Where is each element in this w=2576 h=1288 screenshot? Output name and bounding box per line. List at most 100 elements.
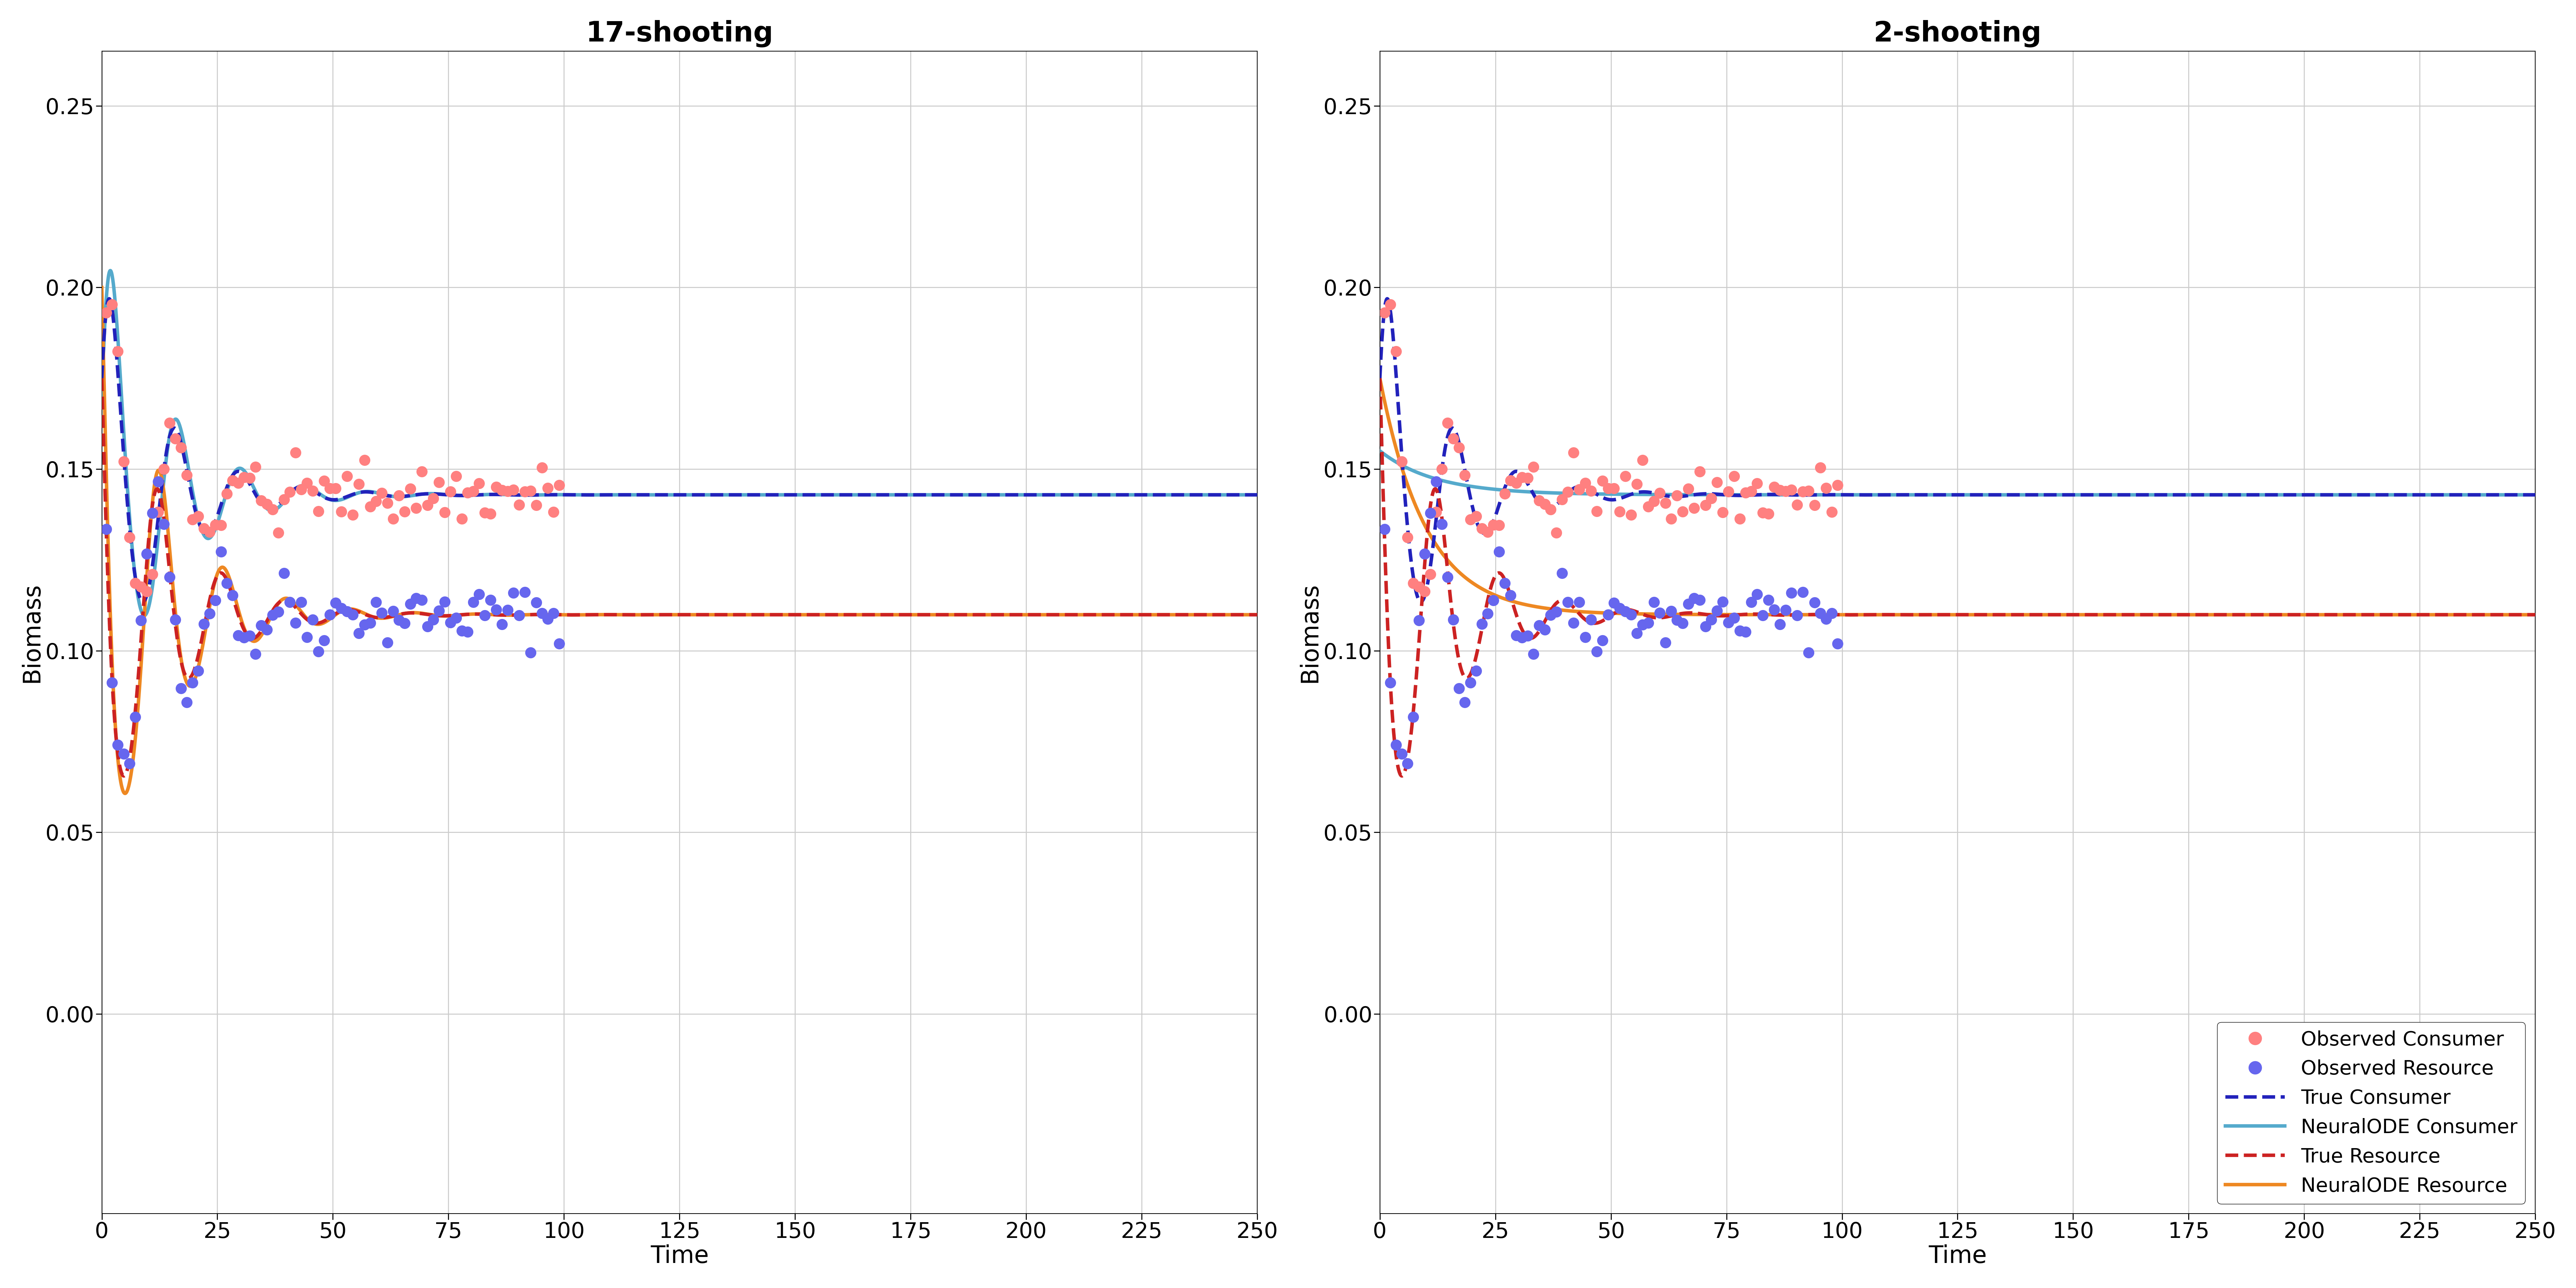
Point [85,519,126,540]
Point [1680,590,1721,611]
Point [384,501,425,522]
Point [1445,692,1486,712]
Point [1381,743,1422,764]
Point [1553,613,1595,634]
Point [1394,707,1435,728]
Point [216,625,258,645]
Point [144,514,185,535]
Point [407,495,448,515]
Point [234,456,276,477]
Point [1646,492,1687,513]
Point [1437,437,1479,457]
Point [1512,644,1553,665]
Point [448,483,489,504]
Point [1698,471,1739,492]
Point [224,468,265,488]
Point [1592,592,1633,613]
Point [270,592,312,613]
Point [1754,477,1795,497]
Point [1376,734,1417,755]
Point [1473,590,1515,611]
Point [1409,502,1450,523]
Point [1564,627,1605,648]
Point [487,480,528,501]
Point [1713,466,1754,487]
Point [533,603,574,623]
Point [1623,614,1664,635]
Point [1680,461,1721,482]
Point [1399,611,1440,631]
Point [384,613,425,634]
Point [389,478,430,498]
Point [131,564,173,585]
Point [469,590,510,611]
Point [1731,480,1772,501]
Point [1770,479,1811,500]
Point [165,692,206,712]
Point [1605,466,1646,487]
Point [1736,583,1777,604]
Point [85,303,126,323]
Point [533,502,574,523]
Point [1409,564,1450,585]
Point [1610,505,1651,526]
Point [417,600,459,621]
Point [270,482,312,502]
Point [337,623,379,644]
Point [1363,519,1404,540]
Point [247,493,289,514]
Point [435,466,477,487]
Point [1577,501,1618,522]
Point [1473,514,1515,535]
Point [1376,341,1417,362]
Point [1703,591,1744,612]
Point [1422,459,1463,479]
Point [1731,592,1772,613]
Point [1461,614,1502,635]
Point [314,478,355,498]
Point [482,480,523,501]
Point [350,496,392,516]
Point [276,442,317,462]
Point [538,475,580,496]
Point [1777,605,1819,626]
Point [1765,480,1806,501]
Point [1468,603,1510,623]
Point [263,563,304,583]
Point [510,643,551,663]
Point [394,587,435,608]
Point [98,341,139,362]
Point [1749,590,1790,611]
Point [469,504,510,524]
Point [1615,474,1656,495]
Point [258,523,299,544]
Point [113,707,155,728]
Point [234,644,276,665]
Point [1520,491,1561,511]
Point [412,488,453,509]
Point [1777,495,1819,515]
Point [240,491,281,511]
Point [430,612,471,632]
Point [505,482,546,502]
Point [1497,473,1538,493]
Point [1525,493,1566,514]
Point [160,679,201,699]
Point [1427,412,1468,433]
Point [510,480,551,501]
Point [515,592,556,613]
Point [196,514,237,535]
Point [299,641,340,662]
Point [211,470,252,491]
Point [1685,617,1726,638]
Point [412,609,453,630]
Point [178,506,219,527]
Point [1432,429,1473,450]
Point [343,614,384,635]
Point [425,591,466,612]
Point [1502,468,1543,488]
Point [1793,592,1834,613]
Point [211,585,252,605]
Point [309,604,350,625]
Point [206,483,247,504]
